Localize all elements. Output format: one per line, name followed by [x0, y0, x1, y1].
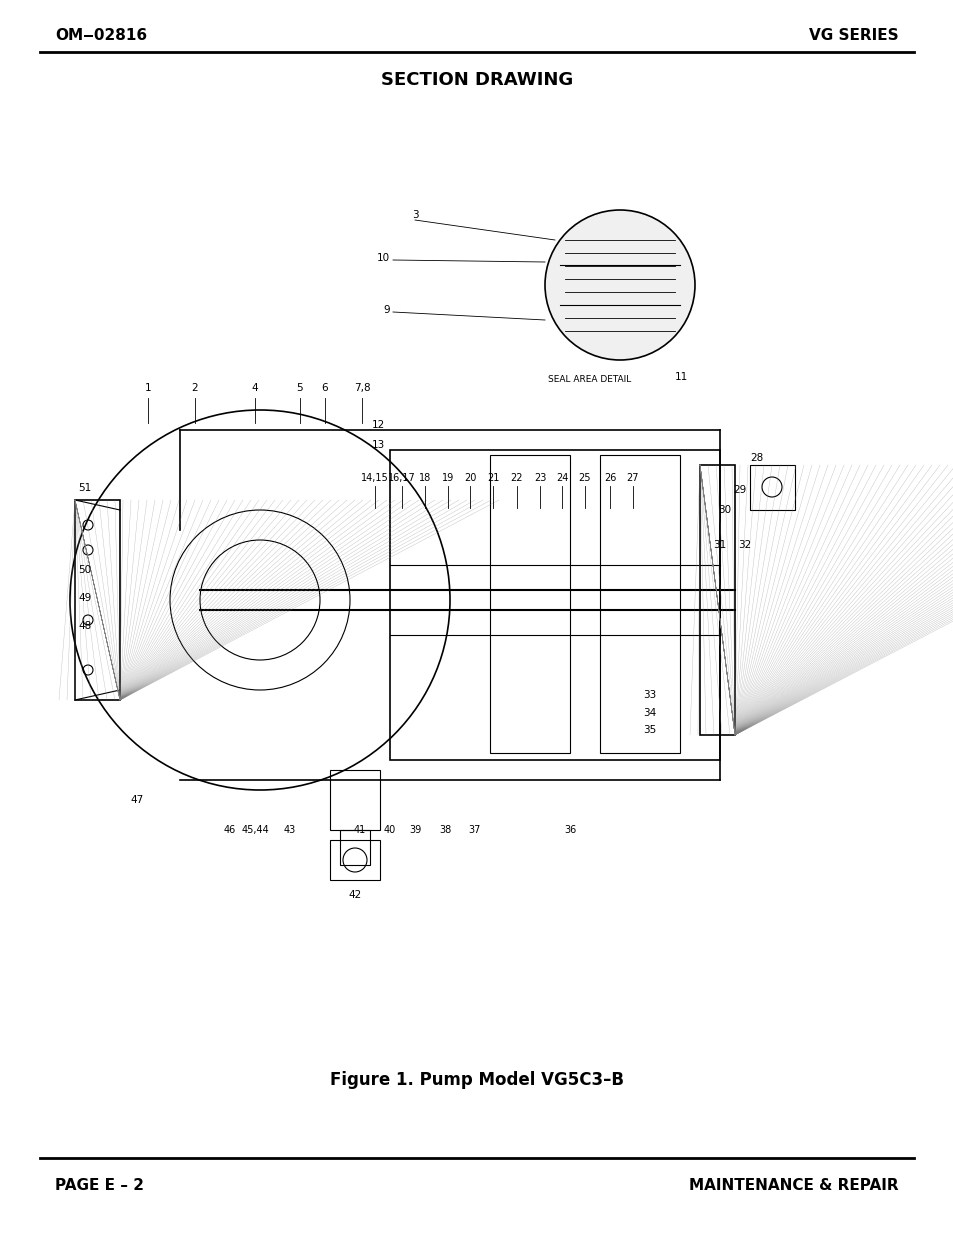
- Bar: [330, 769, 379, 830]
- Bar: [490, 454, 569, 753]
- Text: 39: 39: [409, 825, 420, 835]
- Text: 19: 19: [441, 473, 454, 483]
- Text: 38: 38: [438, 825, 451, 835]
- Bar: [75, 500, 120, 700]
- Text: 14,15: 14,15: [361, 473, 389, 483]
- Circle shape: [544, 210, 695, 359]
- Text: 51: 51: [78, 483, 91, 493]
- Text: 12: 12: [371, 420, 384, 430]
- Text: 36: 36: [563, 825, 576, 835]
- Text: 35: 35: [642, 725, 656, 735]
- Text: 27: 27: [626, 473, 639, 483]
- Text: 9: 9: [383, 305, 390, 315]
- Text: 21: 21: [486, 473, 498, 483]
- Text: OM‒02816: OM‒02816: [55, 27, 147, 42]
- Text: 25: 25: [578, 473, 591, 483]
- Text: 32: 32: [738, 540, 751, 550]
- Text: 46: 46: [224, 825, 236, 835]
- Bar: [749, 466, 794, 510]
- Text: 41: 41: [354, 825, 366, 835]
- Text: 22: 22: [510, 473, 522, 483]
- Text: 7,8: 7,8: [354, 383, 370, 393]
- Text: VG SERIES: VG SERIES: [808, 27, 898, 42]
- Text: 18: 18: [418, 473, 431, 483]
- Text: 37: 37: [468, 825, 480, 835]
- Bar: [330, 840, 379, 881]
- Text: 43: 43: [284, 825, 295, 835]
- Text: 33: 33: [642, 690, 656, 700]
- Text: 1: 1: [145, 383, 152, 393]
- Bar: [390, 450, 720, 760]
- Text: 40: 40: [383, 825, 395, 835]
- Bar: [700, 466, 734, 735]
- Text: 49: 49: [78, 593, 91, 603]
- Bar: [599, 454, 679, 753]
- Text: 26: 26: [603, 473, 616, 483]
- Text: 2: 2: [192, 383, 198, 393]
- Text: 6: 6: [321, 383, 328, 393]
- Text: 50: 50: [78, 564, 91, 576]
- Text: 42: 42: [348, 890, 361, 900]
- Text: 13: 13: [371, 440, 384, 450]
- Text: SEAL AREA DETAIL: SEAL AREA DETAIL: [548, 375, 631, 384]
- Bar: [339, 830, 370, 864]
- Text: 3: 3: [412, 210, 417, 220]
- Text: SECTION DRAWING: SECTION DRAWING: [380, 70, 573, 89]
- Text: 28: 28: [750, 453, 762, 463]
- Text: PAGE E – 2: PAGE E – 2: [55, 1177, 144, 1193]
- Text: 47: 47: [130, 795, 143, 805]
- Text: MAINTENANCE & REPAIR: MAINTENANCE & REPAIR: [689, 1177, 898, 1193]
- Text: 4: 4: [252, 383, 258, 393]
- Text: 34: 34: [642, 708, 656, 718]
- Text: 24: 24: [556, 473, 568, 483]
- Text: 29: 29: [733, 485, 746, 495]
- Text: 5: 5: [296, 383, 303, 393]
- Text: 48: 48: [78, 621, 91, 631]
- Text: 30: 30: [718, 505, 731, 515]
- Text: 11: 11: [675, 372, 687, 382]
- Text: 20: 20: [463, 473, 476, 483]
- Text: 16,17: 16,17: [388, 473, 416, 483]
- Text: 10: 10: [376, 253, 390, 263]
- Text: Figure 1. Pump Model VG5C3–B: Figure 1. Pump Model VG5C3–B: [330, 1071, 623, 1089]
- Text: 23: 23: [534, 473, 546, 483]
- Text: 31: 31: [713, 540, 726, 550]
- Text: 45,44: 45,44: [241, 825, 269, 835]
